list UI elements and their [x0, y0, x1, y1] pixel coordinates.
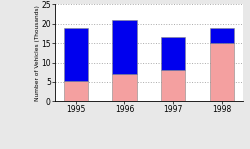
Bar: [161, 70, 185, 101]
Bar: [112, 74, 136, 101]
Bar: [64, 28, 88, 81]
Bar: [210, 43, 234, 101]
Y-axis label: Number of Vehicles (Thousands): Number of Vehicles (Thousands): [35, 5, 40, 101]
Bar: [64, 81, 88, 101]
Bar: [161, 37, 185, 70]
Bar: [112, 20, 136, 74]
Bar: [210, 28, 234, 43]
